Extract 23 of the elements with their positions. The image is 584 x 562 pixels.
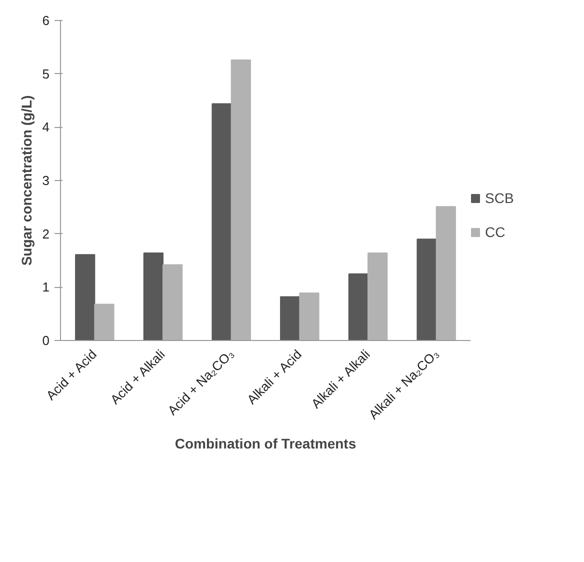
y-tick-label: 3: [42, 173, 50, 188]
y-tick-label: 4: [42, 120, 50, 135]
bar: [348, 273, 368, 340]
y-tick-label: 1: [42, 280, 50, 295]
legend-label: SCB: [485, 190, 514, 206]
y-tick-label: 2: [42, 226, 50, 242]
y-tick-label: 5: [42, 66, 50, 82]
bar: [416, 238, 437, 340]
bar: [94, 304, 114, 340]
bar: [280, 296, 300, 340]
bar: [436, 206, 456, 340]
bar: [368, 252, 388, 340]
legend-label: CC: [485, 224, 506, 240]
bar: [162, 264, 183, 340]
y-tick-label: 0: [42, 333, 50, 348]
bar: [75, 254, 96, 340]
bar: [143, 252, 164, 340]
y-tick-label: 6: [42, 13, 50, 28]
bar: [212, 103, 232, 340]
y-axis-title: Sugar concentration (g/L): [18, 95, 34, 266]
x-axis-title: Combination of Treatments: [174, 435, 356, 452]
bar: [230, 59, 251, 340]
bar: [299, 292, 320, 340]
